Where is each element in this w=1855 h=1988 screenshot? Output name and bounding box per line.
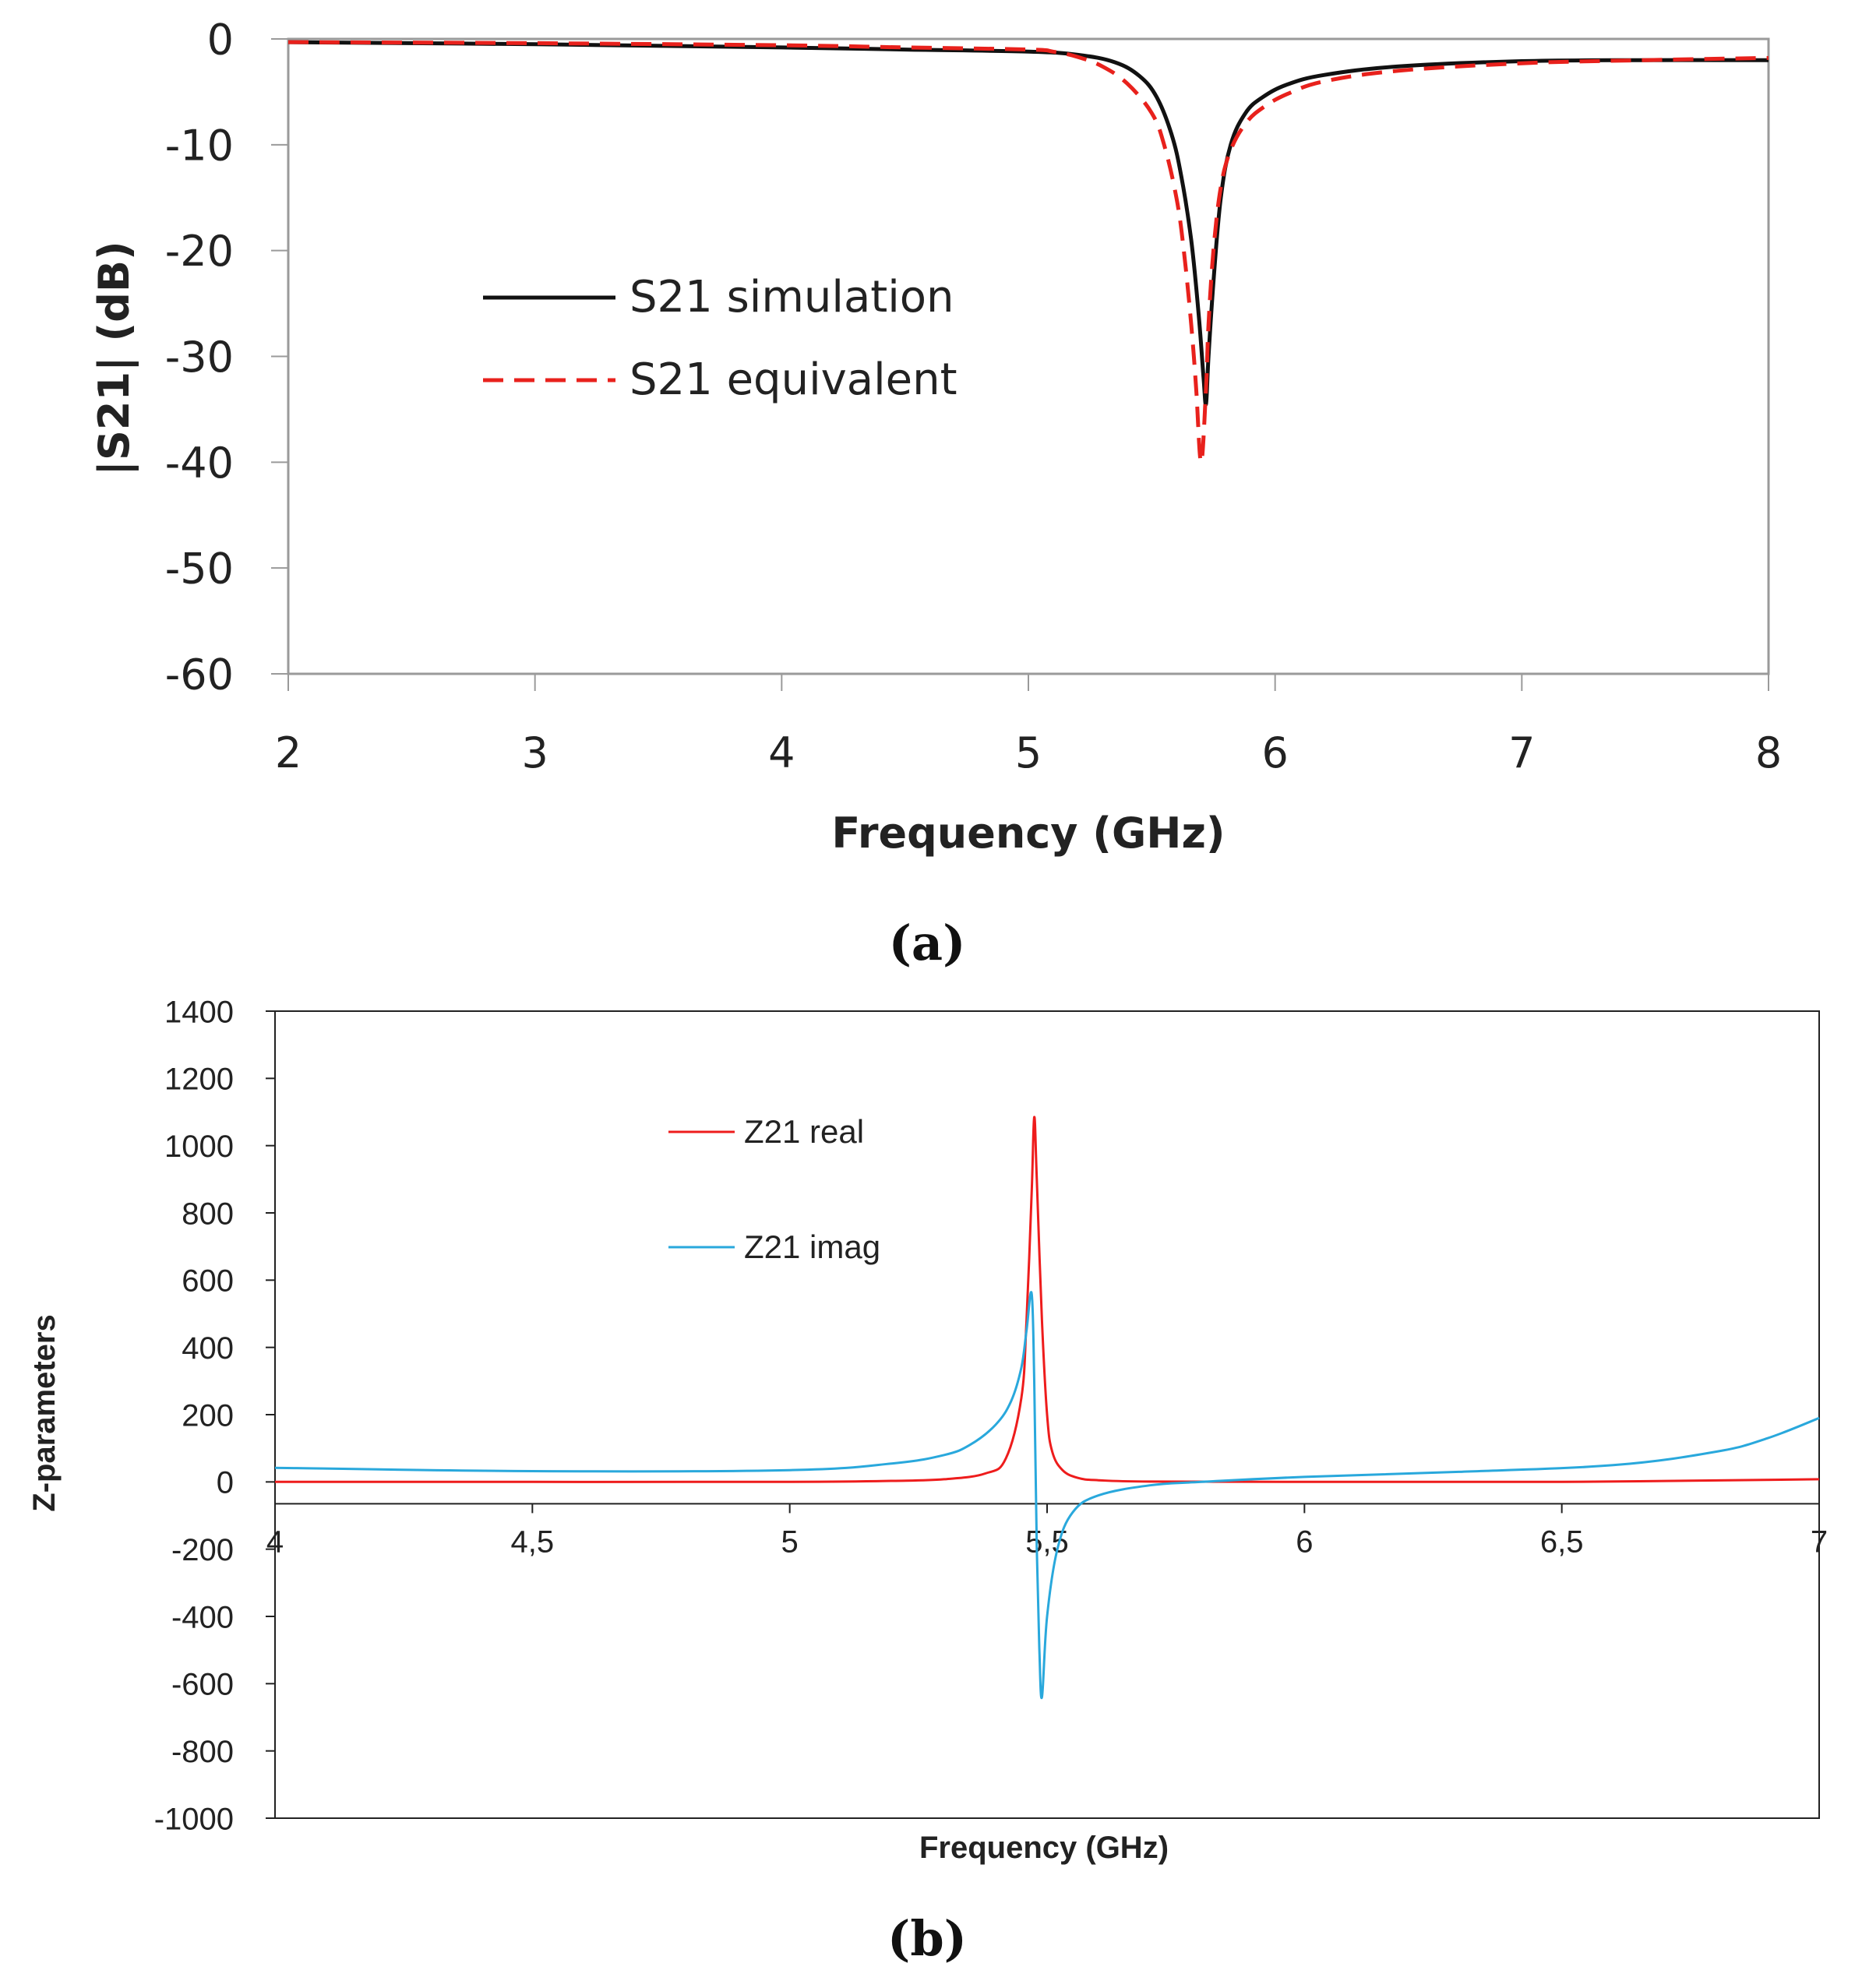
chart-a-x-axis-label: Frequency (GHz): [831, 809, 1225, 858]
chart-a-series: [287, 40, 1769, 464]
chart-b-y-tick-label: 800: [182, 1197, 234, 1231]
chart-b-series: [274, 1116, 1820, 1700]
chart-b-x-tick-label: 4,5: [511, 1524, 555, 1559]
chart-b-caption: (b): [887, 1910, 967, 1967]
chart-a-y-tick-label: -20: [165, 227, 234, 276]
chart-b-y-tick-label: -200: [171, 1533, 234, 1567]
chart-b-legend: Z21 real Z21 imag: [668, 1113, 880, 1265]
chart-b-x-ticks: 4 4,5 5 5,5 6 6,5 7: [266, 1503, 1828, 1559]
chart-b-y-tick-label: 1400: [164, 995, 234, 1029]
chart-b-y-tick-label: 400: [182, 1331, 234, 1366]
chart-b-x-tick-label: 4: [266, 1524, 284, 1559]
chart-b-y-tick-label: -800: [171, 1735, 234, 1769]
chart-a-y-tick-label: -50: [165, 545, 234, 594]
series-line-z21-real: [274, 1116, 1820, 1484]
chart-b-y-axis-label: Z-parameters: [27, 1314, 62, 1511]
series-line-s21-equivalent: [287, 40, 1769, 464]
chart-a-x-tick-label: 3: [521, 728, 548, 777]
chart-b-y-tick-label: -400: [171, 1600, 234, 1634]
chart-a-x-tick-label: 7: [1508, 728, 1535, 777]
chart-a-x-ticks: 2 3 4 5 6 7 8: [275, 674, 1782, 777]
chart-a-legend: S21 simulation S21 equivalent: [483, 272, 957, 405]
chart-b-y-tick-label: -600: [171, 1668, 234, 1702]
chart-b-y-tick-label: 200: [182, 1398, 234, 1433]
chart-b-y-tick-label: 1000: [164, 1130, 234, 1164]
chart-a-x-tick-label: 4: [768, 728, 795, 777]
chart-a-y-ticks: 0 -10 -20 -30 -40 -50 -60: [165, 15, 288, 699]
legend-label-s21-equivalent: S21 equivalent: [630, 354, 957, 405]
chart-a-y-tick-label: -60: [165, 650, 234, 699]
chart-b-y-tick-label: 1200: [164, 1063, 234, 1097]
chart-a-y-tick-label: -40: [165, 439, 234, 488]
chart-a-caption: (a): [889, 915, 966, 971]
chart-a-x-tick-label: 6: [1261, 728, 1288, 777]
legend-label-s21-simulation: S21 simulation: [630, 272, 954, 323]
chart-b-x-axis-label: Frequency (GHz): [919, 1831, 1169, 1865]
chart-a-y-tick-label: -30: [165, 333, 234, 382]
chart-a: 0 -10 -20 -30 -40 -50 -60 2 3 4 5 6 7 8 S21 simulati…: [90, 15, 1782, 971]
legend-label-z21-imag: Z21 imag: [744, 1228, 880, 1265]
chart-b-y-tick-label: 0: [217, 1466, 234, 1500]
chart-a-x-tick-label: 5: [1015, 728, 1042, 777]
chart-b-y-ticks: 1400 1200 1000 800 600 400 200 0 -200 -400 -600 -80…: [154, 995, 275, 1836]
chart-b-x-tick-label: 7: [1811, 1524, 1828, 1559]
chart-b: 1400 1200 1000 800 600 400 200 0 -200 -400 -600 -80…: [27, 995, 1828, 1967]
series-line-z21-imag: [274, 1291, 1820, 1700]
chart-b-x-tick-label: 5: [781, 1524, 799, 1559]
chart-a-y-axis-label: |S21| (dB): [90, 241, 139, 475]
chart-b-y-tick-label: 600: [182, 1264, 234, 1299]
chart-a-y-tick-label: -10: [165, 121, 234, 170]
chart-a-x-tick-label: 2: [275, 728, 302, 777]
chart-b-x-tick-label: 5,5: [1025, 1524, 1069, 1559]
chart-a-y-tick-label: 0: [207, 15, 234, 64]
chart-a-x-tick-label: 8: [1755, 728, 1782, 777]
chart-b-y-tick-label: -1000: [154, 1802, 234, 1836]
series-line-s21-simulation: [287, 40, 1769, 407]
chart-b-x-tick-label: 6,5: [1540, 1524, 1584, 1559]
legend-label-z21-real: Z21 real: [744, 1113, 864, 1150]
chart-b-x-tick-label: 6: [1296, 1524, 1313, 1559]
